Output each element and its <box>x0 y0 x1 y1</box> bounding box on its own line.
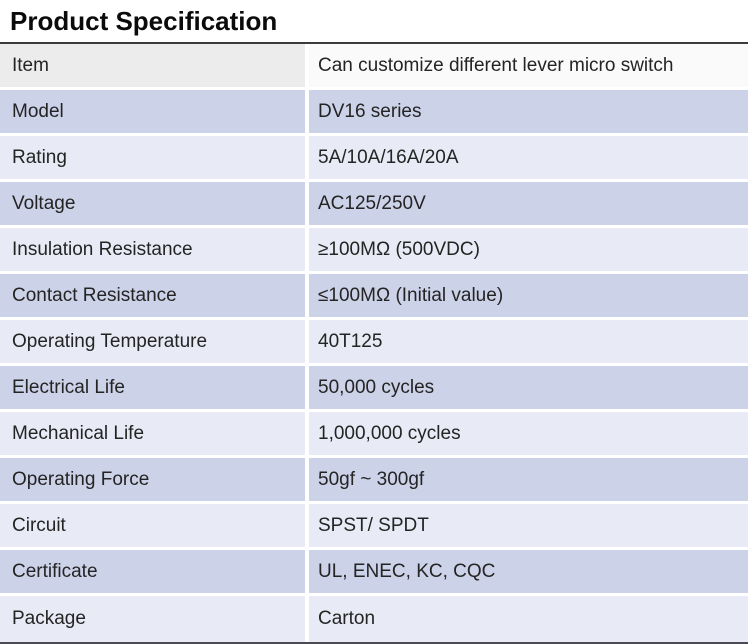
spec-label-cell: Model <box>0 90 305 133</box>
spec-value-cell: 40T125 <box>309 320 748 363</box>
spec-table: Item Can customize different lever micro … <box>0 42 748 644</box>
spec-label-cell: Rating <box>0 136 305 179</box>
table-row: Insulation Resistance ≥100MΩ (500VDC) <box>0 228 748 274</box>
table-row: Package Carton <box>0 596 748 642</box>
table-row: Rating 5A/10A/16A/20A <box>0 136 748 182</box>
spec-label-cell: Voltage <box>0 182 305 225</box>
spec-value-cell: 1,000,000 cycles <box>309 412 748 455</box>
spec-value-cell: Carton <box>309 596 748 642</box>
spec-value-cell: SPST/ SPDT <box>309 504 748 547</box>
spec-value-cell: ≥100MΩ (500VDC) <box>309 228 748 271</box>
spec-label-cell: Operating Force <box>0 458 305 501</box>
spec-label-cell: Mechanical Life <box>0 412 305 455</box>
spec-label-cell: Operating Temperature <box>0 320 305 363</box>
table-row: Mechanical Life 1,000,000 cycles <box>0 412 748 458</box>
spec-value-cell: 50gf ~ 300gf <box>309 458 748 501</box>
spec-value-cell: DV16 series <box>309 90 748 133</box>
table-row: Voltage AC125/250V <box>0 182 748 228</box>
table-row: Electrical Life 50,000 cycles <box>0 366 748 412</box>
spec-label-cell: Contact Resistance <box>0 274 305 317</box>
table-row: Certificate UL, ENEC, KC, CQC <box>0 550 748 596</box>
table-row: Model DV16 series <box>0 90 748 136</box>
table-row: Contact Resistance ≤100MΩ (Initial value) <box>0 274 748 320</box>
spec-label-cell: Electrical Life <box>0 366 305 409</box>
spec-label-cell: Package <box>0 596 305 642</box>
table-row: Operating Force 50gf ~ 300gf <box>0 458 748 504</box>
spec-value-cell: 50,000 cycles <box>309 366 748 409</box>
table-row: Circuit SPST/ SPDT <box>0 504 748 550</box>
spec-value-cell: Can customize different lever micro swit… <box>309 44 748 87</box>
spec-value-cell: ≤100MΩ (Initial value) <box>309 274 748 317</box>
spec-label-cell: Insulation Resistance <box>0 228 305 271</box>
spec-value-cell: 5A/10A/16A/20A <box>309 136 748 179</box>
spec-value-cell: AC125/250V <box>309 182 748 225</box>
table-row: Operating Temperature 40T125 <box>0 320 748 366</box>
spec-label-cell: Circuit <box>0 504 305 547</box>
spec-label-cell: Item <box>0 44 305 87</box>
spec-value-cell: UL, ENEC, KC, CQC <box>309 550 748 593</box>
page-title: Product Specification <box>10 6 278 36</box>
spec-label-cell: Certificate <box>0 550 305 593</box>
table-row: Item Can customize different lever micro … <box>0 44 748 90</box>
